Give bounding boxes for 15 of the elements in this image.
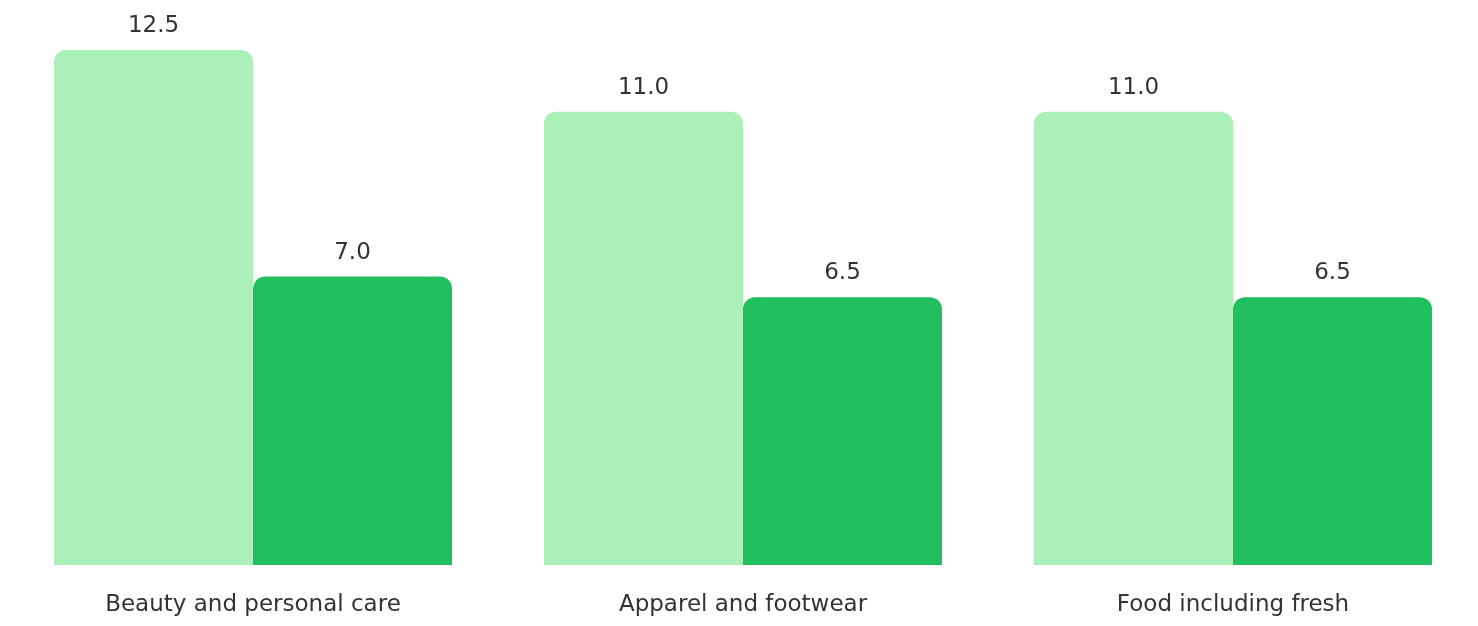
x-tick-label: Apparel and footwear: [618, 590, 868, 617]
bar: [544, 111, 743, 565]
data-label: 11.0: [1107, 72, 1160, 99]
data-label: 6.5: [1314, 258, 1351, 285]
bar: [1034, 111, 1233, 565]
data-label: 12.5: [127, 11, 180, 37]
data-label: 7.0: [334, 237, 371, 264]
x-tick-label: Food including fresh: [1116, 590, 1350, 617]
data-label: 6.5: [824, 258, 861, 285]
x-tick-label: Beauty and personal care: [105, 590, 401, 617]
bar: [1233, 297, 1432, 565]
data-label: 11.0: [617, 72, 670, 99]
bar: [743, 297, 942, 565]
bar: [54, 50, 253, 565]
bar: [253, 276, 452, 565]
